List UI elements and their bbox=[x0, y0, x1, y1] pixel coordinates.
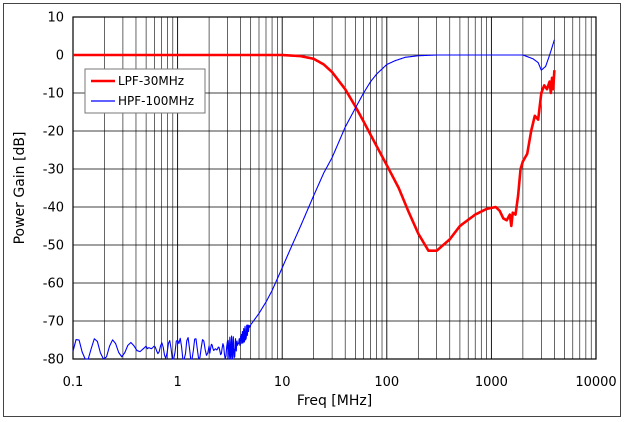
y-tick-label: -20 bbox=[43, 125, 64, 140]
x-tick-label: 10 bbox=[274, 375, 291, 390]
legend-entry: LPF-30MHz bbox=[118, 74, 184, 88]
y-tick-label: -10 bbox=[43, 87, 64, 102]
y-tick-label: -50 bbox=[43, 239, 64, 254]
y-tick-label: -30 bbox=[43, 163, 64, 178]
x-axis-label: Freq [MHz] bbox=[297, 393, 372, 409]
chart-frame bbox=[3, 3, 621, 417]
legend: LPF-30MHz HPF-100MHz bbox=[84, 68, 206, 114]
y-tick-label: 0 bbox=[56, 49, 64, 64]
legend-entry: HPF-100MHz bbox=[118, 94, 194, 108]
y-tick-label: -60 bbox=[43, 277, 64, 292]
y-tick-label: -70 bbox=[43, 315, 64, 330]
plot-border bbox=[72, 16, 597, 360]
y-axis-label: Power Gain [dB] bbox=[12, 132, 28, 245]
series-line-lpf-30mhz bbox=[73, 53, 556, 252]
y-tick-label: -40 bbox=[43, 201, 64, 216]
y-tick-label: -80 bbox=[43, 353, 64, 368]
x-tick-label: 1 bbox=[173, 375, 181, 390]
y-tick-label: 10 bbox=[47, 11, 64, 26]
x-tick-label: 100 bbox=[374, 375, 399, 390]
x-tick-label: 10000 bbox=[575, 375, 616, 390]
legend-box bbox=[84, 68, 206, 114]
x-tick-label: 0.1 bbox=[63, 375, 84, 390]
x-tick-label: 1000 bbox=[475, 375, 508, 390]
series-line-hpf-100mhz bbox=[72, 39, 555, 360]
